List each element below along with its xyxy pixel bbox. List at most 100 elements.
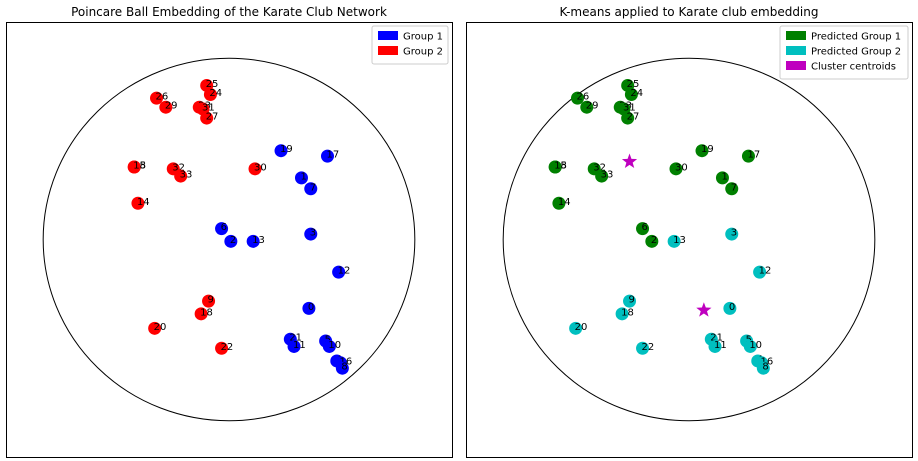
point-label: 8 — [341, 362, 347, 373]
legend: Group 1 Group 2 — [371, 25, 449, 65]
data-point — [624, 88, 638, 101]
data-point — [248, 162, 262, 176]
point-label: 11 — [714, 340, 727, 351]
data-point — [302, 301, 316, 315]
legend: Predicted Group 1 Predicted Group 2 Cluste… — [779, 25, 909, 80]
point-label: 26 — [577, 92, 590, 103]
legend-swatch — [378, 46, 398, 55]
data-point — [202, 294, 216, 308]
data-point — [294, 171, 308, 185]
chart-title: K-means applied to Karate club embedding — [559, 5, 818, 19]
data-point — [725, 182, 739, 196]
point-label: 17 — [326, 150, 339, 161]
data-point — [723, 301, 737, 315]
unit-circle — [502, 57, 876, 422]
panel-1: Poincare Ball Embedding of the Karate Cl… — [6, 5, 453, 458]
data-point — [304, 227, 318, 241]
point-label: 0 — [729, 302, 735, 313]
data-point — [246, 234, 260, 248]
point-label: 9 — [629, 295, 635, 306]
point-label: 18 — [554, 161, 567, 172]
point-label: 16 — [760, 356, 773, 367]
point-label: 22 — [221, 342, 234, 353]
point-label: 14 — [137, 197, 150, 208]
point-label: 33 — [601, 170, 614, 181]
legend-label: Cluster centroids — [811, 62, 896, 73]
data-point — [708, 339, 722, 353]
data-point — [715, 171, 729, 185]
data-point — [127, 160, 141, 174]
data-point — [756, 361, 770, 375]
point-label: 21 — [710, 333, 723, 344]
data-point — [159, 100, 173, 114]
data-point — [621, 111, 635, 125]
panel-2: K-means applied to Karate club embedding… — [466, 5, 913, 458]
data-point — [174, 169, 188, 183]
series-cluster-centroids — [621, 153, 712, 317]
data-point — [150, 91, 164, 105]
point-label: 32 — [593, 162, 606, 173]
point-label: 3 — [731, 228, 737, 239]
data-point — [148, 321, 162, 335]
data-point — [753, 265, 767, 279]
axes-frame — [466, 22, 913, 458]
point-label: 1 — [721, 171, 727, 182]
point-label: 32 — [172, 162, 185, 173]
point-label: 19 — [280, 144, 293, 155]
data-point — [320, 149, 334, 163]
point-label: 5 — [746, 335, 752, 346]
legend-label: Group 1 — [403, 32, 443, 43]
point-label: 30 — [254, 162, 267, 173]
legend-swatch — [786, 46, 806, 55]
data-point — [332, 265, 346, 279]
point-label: 21 — [289, 333, 302, 344]
point-label: 30 — [675, 162, 688, 173]
data-point — [215, 222, 229, 236]
data-point — [548, 160, 562, 174]
point-label: 0 — [308, 302, 314, 313]
data-point — [194, 307, 208, 321]
data-point — [203, 88, 217, 101]
point-label: 26 — [156, 92, 169, 103]
point-label: 29 — [165, 101, 178, 112]
point-label: 3 — [310, 228, 316, 239]
legend-swatch — [786, 61, 806, 70]
point-label: 14 — [558, 197, 571, 208]
point-label: 9 — [208, 295, 214, 306]
legend-swatch — [786, 31, 806, 40]
point-label: 18 — [133, 161, 146, 172]
data-point — [200, 111, 214, 125]
data-point — [571, 91, 584, 105]
point-label: 18 — [200, 307, 213, 318]
data-point — [304, 182, 318, 196]
point-label: 25 — [627, 79, 640, 90]
data-point — [569, 321, 583, 335]
series-group-1: 1917176213312021115104168 — [215, 144, 352, 375]
point-label: 20 — [575, 322, 588, 333]
data-point — [695, 144, 709, 158]
point-label: 27 — [627, 112, 640, 123]
data-point — [224, 234, 238, 248]
point-label: 2 — [230, 235, 236, 246]
chart-title: Poincare Ball Embedding of the Karate Cl… — [71, 5, 387, 19]
data-point — [287, 339, 301, 353]
centroid-star — [696, 302, 712, 317]
data-point — [274, 144, 288, 158]
point-label: 13 — [673, 235, 686, 246]
point-label: 18 — [621, 307, 634, 318]
data-point — [636, 341, 650, 355]
point-label: 24 — [209, 88, 222, 99]
point-label: 29 — [586, 101, 599, 112]
point-label: 25 — [206, 79, 219, 90]
point-label: 22 — [642, 342, 655, 353]
point-label: 13 — [252, 235, 265, 246]
legend-swatch — [378, 31, 398, 40]
point-label: 16 — [340, 356, 353, 367]
data-point — [623, 294, 637, 308]
point-label: 7 — [731, 182, 737, 193]
point-label: 5 — [325, 335, 331, 346]
data-point — [322, 339, 336, 353]
legend-label: Group 2 — [403, 47, 443, 58]
unit-circle — [42, 57, 416, 422]
